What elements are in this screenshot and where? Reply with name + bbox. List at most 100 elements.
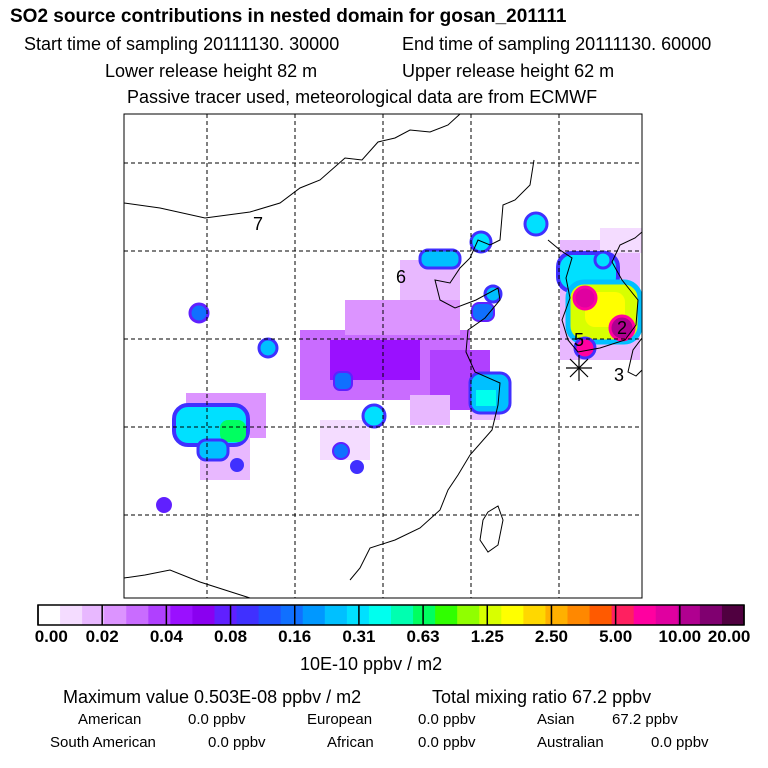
region-label-5: 5 [574, 330, 584, 350]
mongolia-border [124, 114, 461, 219]
region-name-european: European [307, 711, 373, 728]
colorbar-tick-label: 0.02 [85, 627, 119, 646]
korea-coast [547, 231, 642, 353]
region-name-south-american: South American [50, 734, 156, 751]
region-value-south-american: 0.0 ppbv [208, 734, 266, 751]
region-value-american: 0.0 ppbv [188, 711, 246, 728]
source-spot [361, 403, 387, 429]
source-spot [350, 460, 364, 474]
colorbar-cell [435, 605, 458, 625]
colorbar-tick-label: 0.16 [278, 627, 312, 646]
region-name-african: African [327, 734, 374, 751]
end-time-label: End time of sampling 20111130. 60000 [402, 34, 712, 54]
source-spot [196, 438, 230, 462]
region-name-asian: Asian [537, 711, 575, 728]
concentration-field [156, 211, 642, 513]
colorbar-cell [633, 605, 657, 625]
source-spot [572, 285, 598, 311]
colorbar-cell [170, 605, 193, 625]
tracer-note: Passive tracer used, meteorological data… [127, 87, 598, 107]
chart-title: SO2 source contributions in nested domai… [10, 6, 567, 27]
colorbar-tick-label: 1.25 [470, 627, 504, 646]
colorbar-units: 10E-10 ppbv / m2 [300, 654, 443, 674]
china-coast [349, 159, 535, 581]
source-spot [188, 302, 210, 324]
max-value: Maximum value 0.503E-08 ppbv / m2 [63, 687, 362, 707]
region-value-european: 0.0 ppbv [418, 711, 476, 728]
colorbar-cell [413, 605, 436, 625]
colorbar-tick-label: 5.00 [599, 627, 633, 646]
grid-lines [124, 114, 642, 598]
colorbar-cell [38, 605, 61, 625]
start-time-label: Start time of sampling 20111130. 30000 [24, 34, 340, 54]
source-spot [418, 248, 462, 270]
colorbar-tick-label: 0.04 [149, 627, 183, 646]
region-label-2: 2 [617, 318, 627, 338]
colorbar-cell [611, 605, 635, 625]
colorbar-cell [589, 605, 613, 625]
colorbar-cell [545, 605, 568, 625]
japan-coast [627, 337, 642, 377]
source-spot [332, 442, 350, 460]
colorbar-cell [258, 605, 282, 625]
colorbar-tick-label: 20.00 [707, 627, 751, 646]
source-spot [523, 211, 549, 237]
source-spot [156, 497, 172, 513]
colorbar-cell [457, 605, 480, 625]
colorbar-cell [391, 605, 414, 625]
colorbar-tick-label: 0.08 [213, 627, 248, 646]
colorbar-cell [82, 605, 105, 625]
source-spot [220, 420, 246, 442]
source-spot [333, 371, 353, 391]
colorbar-tick-label: 0.31 [342, 627, 376, 646]
colorbar-cell [302, 605, 326, 625]
colorbar-cell [721, 605, 745, 625]
region-value-asian: 67.2 ppbv [612, 711, 678, 728]
region-label-3: 3 [614, 365, 624, 385]
region-value-african: 0.0 ppbv [418, 734, 476, 751]
colorbar-cell [677, 605, 701, 625]
colorbar-cell [567, 605, 591, 625]
receptor-asterisk-icon [566, 355, 592, 381]
region-value-australian: 0.0 ppbv [651, 734, 709, 751]
colorbar-cell [324, 605, 348, 625]
colorbar-cell [148, 605, 171, 625]
lower-release-height: Lower release height 82 m [105, 61, 318, 81]
colorbar-cell [368, 605, 392, 625]
map-frame [123, 113, 643, 599]
colorbar-tick-label: 10.00 [658, 627, 702, 646]
colorbar-cell [60, 605, 83, 625]
field-cell [345, 300, 460, 335]
region-label-7: 7 [253, 214, 263, 234]
region-name-australian: Australian [537, 734, 604, 751]
source-spot [483, 284, 503, 304]
colorbar-cell [192, 605, 215, 625]
region-label-6: 6 [396, 267, 406, 287]
source-spot [230, 458, 244, 472]
colorbar-tick-label: 0.00 [34, 627, 68, 646]
field-cell [600, 228, 642, 253]
colorbar-cell [501, 605, 524, 625]
colorbar-cell [236, 605, 260, 625]
colorbar-cell [280, 605, 304, 625]
colorbar-cell [655, 605, 679, 625]
colorbar-cell [104, 605, 127, 625]
colorbar-tick-label: 2.50 [534, 627, 568, 646]
colorbar-cell [126, 605, 149, 625]
source-spot [593, 250, 613, 270]
southwest-border [124, 569, 251, 598]
colorbar-cell [479, 605, 502, 625]
coastlines [124, 114, 642, 598]
region-name-american: American [78, 711, 142, 728]
field-cell [410, 395, 450, 425]
colorbar-cell [214, 605, 238, 625]
colorbar-tick-label: 0.63 [406, 627, 440, 646]
upper-release-height: Upper release height 62 m [402, 61, 615, 81]
colorbar-cell [523, 605, 546, 625]
source-spot [476, 390, 496, 406]
taiwan-coast [479, 505, 504, 553]
colorbar-cell [699, 605, 723, 625]
total-mixing-ratio: Total mixing ratio 67.2 ppbv [432, 687, 652, 707]
